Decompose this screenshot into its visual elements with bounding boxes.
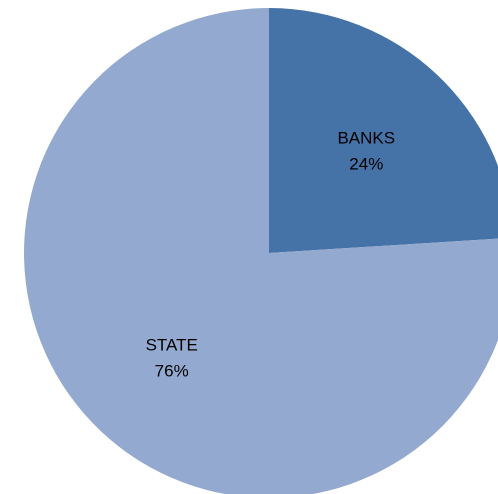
pie-slice-banks [269,8,498,253]
data-label-state: STATE 76% [146,336,198,381]
data-label-banks: BANKS 24% [337,128,395,173]
slices-layer [24,8,498,494]
labels-layer: BANKS 24% STATE 76% [146,128,396,380]
slice-category-label: BANKS [337,128,395,147]
slice-percent-label: 76% [155,362,189,381]
slice-category-label: STATE [146,336,198,355]
pie-slice-state [24,8,498,494]
slice-percent-label: 24% [349,154,383,173]
